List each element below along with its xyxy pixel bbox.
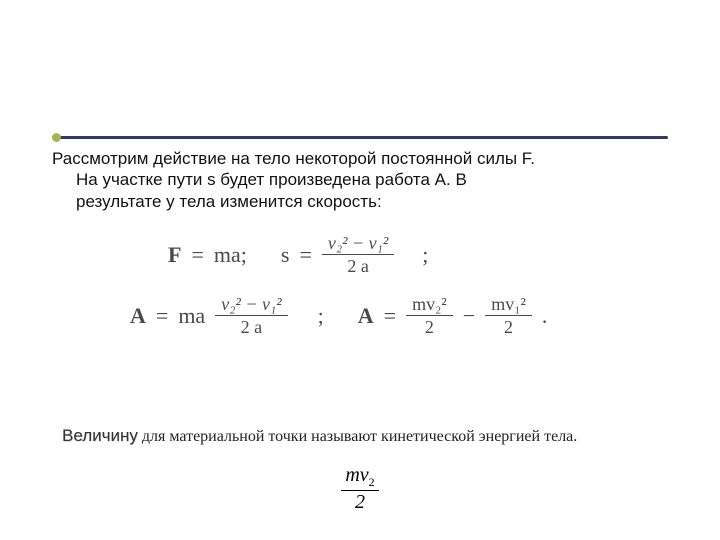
fraction-num: mv2	[341, 465, 378, 491]
fraction-den: 2 a	[235, 316, 269, 336]
fraction: v₂² − v₁² 2 a	[322, 234, 394, 275]
fraction: mv₂² 2	[406, 295, 453, 336]
fraction-num: v₂² − v₁²	[322, 234, 394, 255]
symbol-mv: mv	[345, 464, 368, 486]
symbol-eq: =	[299, 242, 311, 268]
symbol-s: s	[281, 242, 290, 268]
body-paragraph: Рассмотрим действие на тело некоторой по…	[52, 148, 668, 212]
fraction-den: 2	[498, 316, 519, 336]
fraction: mv₁² 2	[485, 295, 532, 336]
symbol-eq: =	[191, 242, 203, 268]
fraction-den: 2 a	[341, 255, 375, 275]
body-line-3: результате у тела изменится скорость:	[52, 191, 668, 212]
fraction-den: 2	[355, 491, 365, 513]
accent-dot	[52, 133, 61, 142]
fraction-den: 2	[419, 316, 440, 336]
symbol-A: A	[130, 303, 146, 329]
symbol-semicolon: ;	[422, 242, 428, 268]
subscript: 2	[369, 475, 375, 489]
footer-rest: для материальной точки называют кинетиче…	[138, 428, 577, 445]
symbol-minus: −	[463, 303, 475, 329]
body-line-2: На участке пути s будет произведена рабо…	[52, 169, 668, 190]
equation-row-1: F = ma; s = v₂² − v₁² 2 a ;	[130, 234, 590, 275]
fraction-num: mv₂²	[406, 295, 453, 316]
symbol-period: .	[542, 303, 548, 329]
symbol-ma: ma	[178, 303, 205, 329]
symbol-F: F	[168, 242, 181, 268]
symbol-eq: =	[156, 303, 168, 329]
footer-line: Величину для материальной точки называют…	[62, 426, 662, 446]
accent-line	[52, 136, 668, 139]
slide: Рассмотрим действие на тело некоторой по…	[0, 0, 720, 540]
fraction: mv2 2	[341, 465, 378, 513]
symbol-A: A	[358, 303, 374, 329]
symbol-eq: =	[384, 303, 396, 329]
fraction-num: mv₁²	[485, 295, 532, 316]
body-line-1: Рассмотрим действие на тело некоторой по…	[52, 149, 535, 168]
fraction: v₂² − v₁² 2 a	[215, 295, 287, 336]
equations-block: F = ma; s = v₂² − v₁² 2 a ; A = ma v₂² −…	[130, 234, 590, 384]
symbol-ma: ma;	[214, 242, 247, 268]
equation-row-2: A = ma v₂² − v₁² 2 a ; A = mv₂² 2 − mv₁²…	[130, 295, 590, 336]
final-formula: mv2 2	[0, 464, 720, 513]
symbol-semicolon: ;	[318, 303, 324, 329]
fraction-num: v₂² − v₁²	[215, 295, 287, 316]
footer-lead: Величину	[62, 426, 138, 445]
